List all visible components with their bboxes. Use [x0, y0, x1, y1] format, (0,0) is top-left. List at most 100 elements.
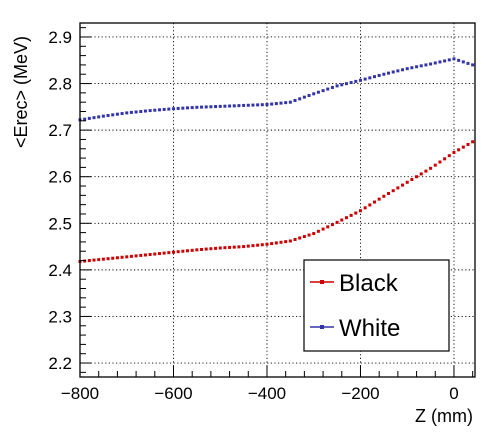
series-layer — [78, 57, 475, 263]
data-point — [363, 77, 367, 81]
data-point — [153, 252, 157, 256]
data-point — [340, 83, 344, 87]
data-point — [186, 249, 190, 253]
data-point — [181, 106, 185, 110]
data-point — [195, 248, 199, 252]
data-point — [326, 87, 330, 91]
data-point — [349, 213, 353, 217]
data-point — [139, 253, 143, 257]
data-point — [92, 258, 96, 262]
data-point — [143, 109, 147, 113]
data-point — [167, 251, 171, 255]
data-point — [363, 206, 367, 210]
data-point — [101, 257, 105, 261]
data-point — [279, 101, 283, 105]
x-tick-label: −400 — [248, 384, 286, 403]
data-point — [457, 148, 461, 152]
axis-tick-labels: −800 −600 −400 −200 0 2.2 2.3 2.4 2.5 2.6 2.7 2.8 2.… — [48, 28, 458, 403]
data-point — [298, 236, 302, 240]
data-point — [452, 150, 456, 154]
data-point — [373, 200, 376, 204]
data-point — [424, 63, 428, 67]
data-point — [391, 70, 395, 74]
data-point — [405, 67, 409, 71]
data-point — [368, 203, 372, 207]
data-point — [214, 246, 218, 250]
data-point — [134, 110, 138, 114]
data-point — [87, 259, 91, 263]
data-point — [204, 105, 208, 109]
data-point — [326, 225, 330, 229]
plot-frame — [79, 22, 476, 378]
data-point — [302, 95, 306, 99]
data-point — [237, 245, 241, 249]
data-point — [200, 247, 204, 251]
data-point — [438, 160, 442, 164]
data-point — [153, 108, 157, 112]
data-point — [330, 223, 334, 227]
data-point — [214, 105, 218, 109]
data-point — [218, 104, 222, 108]
data-point — [471, 140, 475, 144]
data-point — [171, 250, 175, 254]
data-point — [293, 238, 297, 241]
data-point — [209, 105, 213, 109]
data-point — [354, 211, 358, 215]
data-point — [447, 154, 451, 158]
data-point — [391, 189, 395, 193]
data-point — [274, 241, 278, 245]
data-point — [307, 233, 311, 237]
data-point — [92, 116, 96, 120]
data-point — [466, 61, 470, 65]
data-point — [396, 69, 400, 73]
data-point — [401, 183, 405, 187]
data-point — [298, 97, 302, 101]
data-point — [307, 93, 311, 97]
data-point — [433, 163, 437, 167]
data-point — [125, 255, 129, 259]
data-point — [251, 103, 255, 107]
data-point — [429, 166, 433, 170]
data-point — [186, 106, 190, 110]
data-point — [256, 103, 260, 107]
data-point — [223, 104, 227, 108]
data-point — [377, 197, 381, 201]
data-point — [148, 253, 152, 256]
y-tick-label: 2.3 — [48, 307, 72, 326]
data-point — [195, 105, 199, 109]
data-point — [97, 258, 101, 262]
x-tick-label: −200 — [341, 384, 379, 403]
data-point — [120, 112, 124, 116]
data-point — [270, 242, 274, 246]
data-point — [148, 109, 152, 113]
data-point — [424, 169, 428, 173]
data-point — [284, 240, 288, 244]
data-point — [419, 64, 423, 68]
x-tick-label: −600 — [154, 384, 192, 403]
y-axis-title: <Erec> (MeV) — [11, 36, 31, 148]
data-point — [382, 194, 386, 198]
data-point — [115, 256, 119, 260]
data-point — [223, 246, 227, 250]
data-point — [373, 75, 376, 79]
data-point — [461, 60, 465, 64]
data-point — [415, 65, 419, 69]
data-point — [293, 99, 297, 103]
axis-ticks — [79, 27, 474, 377]
data-point — [340, 218, 344, 222]
data-point — [143, 253, 147, 257]
data-point — [270, 102, 274, 106]
legend-marker-white — [320, 325, 324, 329]
data-point — [83, 117, 87, 121]
data-point — [335, 220, 339, 224]
data-point — [354, 79, 358, 83]
data-point — [358, 78, 362, 82]
data-point — [115, 112, 119, 116]
data-point — [288, 100, 292, 104]
data-point — [111, 113, 115, 117]
data-point — [246, 103, 250, 107]
data-point — [433, 61, 437, 65]
data-point — [171, 107, 175, 111]
grid — [79, 23, 475, 377]
